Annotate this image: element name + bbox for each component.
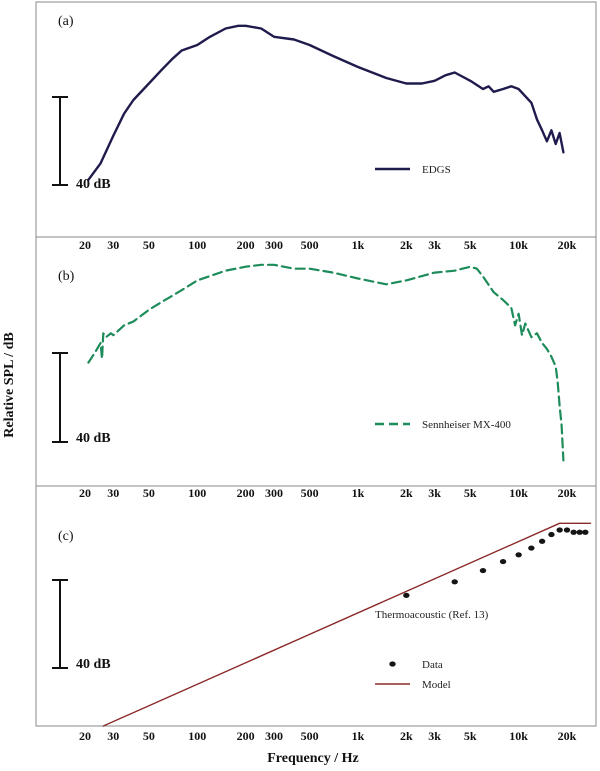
- x-tick-label: 10k: [509, 238, 528, 252]
- x-tick-label: 300: [265, 729, 283, 743]
- x-tick-label: 10k: [509, 729, 528, 743]
- data-point: [451, 579, 458, 585]
- data-point: [582, 529, 589, 535]
- x-tick-label: 30: [107, 238, 119, 252]
- series-line: [87, 263, 565, 462]
- series-line: [87, 24, 565, 182]
- x-tick-label: 20k: [558, 729, 577, 743]
- x-tick-label: 50: [143, 729, 155, 743]
- panel-label: (a): [58, 14, 74, 29]
- x-tick-label: 500: [301, 238, 319, 252]
- data-marks: [87, 24, 592, 727]
- panel-frames: [35, 1, 597, 727]
- data-point: [528, 545, 535, 551]
- x-tick-labels: 20 30 50 100 200 300 500 1k 2k 3k 5k 10k 20k 20 30 50 10…: [79, 238, 577, 743]
- x-tick-label: 2k: [400, 729, 413, 743]
- panel-annotation: Thermoacoustic (Ref. 13): [375, 609, 489, 621]
- data-point: [403, 592, 410, 598]
- x-tick-label: 20: [79, 486, 91, 500]
- x-tick-label: 1k: [352, 238, 365, 252]
- legend-label: Model: [422, 679, 451, 691]
- legend-label: Data: [422, 659, 443, 671]
- x-tick-label: 2k: [400, 238, 413, 252]
- x-tick-label: 200: [237, 729, 255, 743]
- x-tick-label: 2k: [400, 486, 413, 500]
- x-tick-label: 20: [79, 238, 91, 252]
- scale-bars: 40 dB 40 dB 40 dB: [52, 96, 111, 672]
- legend-label: EDGS: [422, 164, 451, 176]
- x-tick-label: 500: [301, 729, 319, 743]
- x-tick-label: 30: [107, 729, 119, 743]
- data-point: [576, 529, 583, 535]
- scale-bar-label: 40 dB: [76, 177, 111, 192]
- x-tick-label: 300: [265, 486, 283, 500]
- x-tick-label: 3k: [428, 729, 441, 743]
- data-point: [479, 567, 487, 574]
- x-tick-label: 1k: [352, 486, 365, 500]
- x-tick-label: 20: [79, 729, 91, 743]
- legend-marker: [389, 661, 396, 667]
- x-tick-label: 50: [143, 486, 155, 500]
- x-tick-label: 5k: [464, 729, 477, 743]
- data-point: [515, 552, 522, 558]
- x-tick-label: 500: [301, 486, 319, 500]
- panel-text: (a) EDGS (b) Sennheiser MX-400 (c) Thermoacou…: [58, 14, 511, 691]
- x-tick-label: 100: [188, 729, 206, 743]
- x-tick-label: 5k: [464, 486, 477, 500]
- x-tick-label: 5k: [464, 238, 477, 252]
- x-tick-label: 100: [188, 238, 206, 252]
- x-tick-label: 30: [107, 486, 119, 500]
- x-tick-label: 3k: [428, 238, 441, 252]
- x-tick-label: 200: [237, 238, 255, 252]
- scale-bar-label: 40 dB: [76, 657, 111, 672]
- data-point: [548, 531, 555, 538]
- panel-label: (b): [58, 269, 75, 284]
- data-point: [563, 527, 571, 533]
- data-point: [538, 538, 546, 544]
- x-tick-label: 1k: [352, 729, 365, 743]
- series-line: [102, 522, 592, 727]
- x-tick-label: 10k: [509, 486, 528, 500]
- x-axis-title: Frequency / Hz: [267, 751, 359, 766]
- x-tick-label: 20k: [558, 238, 577, 252]
- x-tick-label: 20k: [558, 486, 577, 500]
- legend-label: Sennheiser MX-400: [422, 419, 511, 431]
- data-point: [570, 529, 577, 535]
- x-tick-label: 50: [143, 238, 155, 252]
- scale-bar-label: 40 dB: [76, 431, 111, 446]
- data-point: [556, 527, 563, 533]
- x-tick-label: 300: [265, 238, 283, 252]
- data-point: [499, 558, 507, 565]
- x-tick-label: 200: [237, 486, 255, 500]
- panel-label: (c): [58, 529, 74, 544]
- y-axis-title: Relative SPL / dB: [2, 332, 17, 437]
- figure-frame: [35, 1, 597, 727]
- x-tick-label: 3k: [428, 486, 441, 500]
- x-tick-label: 100: [188, 486, 206, 500]
